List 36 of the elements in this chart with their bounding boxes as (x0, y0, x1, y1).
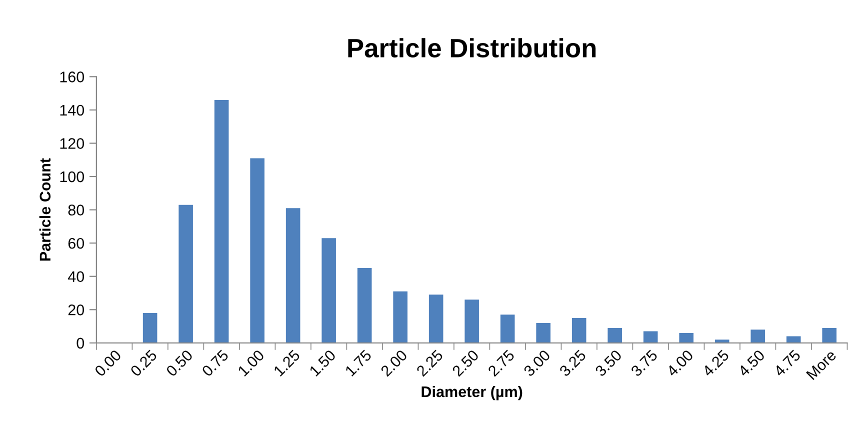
bar (822, 328, 836, 343)
bar (679, 332, 694, 343)
bar (428, 294, 444, 343)
bar (750, 330, 765, 343)
bar (536, 322, 550, 343)
bar (643, 331, 658, 343)
y-tick-label: 160 (60, 72, 84, 82)
y-tick-label: 120 (60, 138, 84, 149)
y-tick-label: 40 (68, 271, 84, 282)
bar (572, 318, 586, 343)
bar (322, 238, 336, 343)
x-tick-label: 3.00 (523, 349, 551, 378)
chart-title: Particle Distribution (348, 38, 596, 58)
bar (214, 100, 229, 343)
y-tick-label: 80 (68, 204, 84, 216)
y-tick-label: 60 (68, 238, 84, 249)
x-axis-title: Diameter (µm) (422, 386, 522, 400)
bar (608, 328, 622, 343)
x-tick-label: 4.50 (737, 349, 766, 378)
x-tick-label: 4.00 (666, 349, 694, 378)
y-tick-label: 100 (60, 171, 84, 182)
bar (500, 314, 515, 343)
bar (142, 312, 158, 343)
bar (178, 204, 193, 343)
x-tick-label: 3.50 (594, 349, 622, 378)
bar (250, 158, 264, 343)
bar (357, 268, 372, 343)
bar (464, 300, 479, 343)
y-axis-title: Particle Count (39, 158, 51, 261)
y-tick-label: 20 (68, 304, 84, 316)
x-tick-label: 0.50 (165, 349, 194, 378)
bar (286, 208, 300, 343)
bar (393, 291, 408, 343)
y-tick-label: 140 (60, 104, 84, 116)
y-tick-label: 0 (76, 338, 84, 349)
x-tick-label: 0.00 (94, 349, 122, 378)
